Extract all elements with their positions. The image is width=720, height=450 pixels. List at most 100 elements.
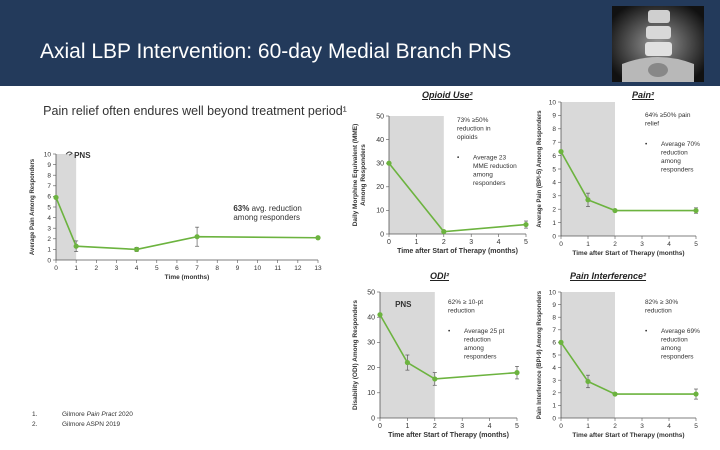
pns-lead-icon <box>65 151 73 156</box>
data-point <box>386 160 392 166</box>
y-axis-label: Average Pain Among Responders <box>30 158 36 255</box>
bullet-text: reduction <box>464 337 491 344</box>
bullet-marker: • <box>645 328 648 335</box>
annotation-rest: avg. reduction <box>249 204 301 213</box>
data-point <box>73 243 79 249</box>
treatment-period-shade <box>56 154 77 260</box>
series-line <box>560 151 696 212</box>
annotation-text: 62% ≥ 10-pt <box>448 299 483 306</box>
y-tick-label: 8 <box>47 173 51 180</box>
y-tick-label: 5 <box>552 166 556 173</box>
bullet-text: Average 69% <box>661 328 700 335</box>
bullet-text: responders <box>473 180 506 187</box>
annotation-text: reduction <box>448 308 475 315</box>
x-tick-label: 1 <box>586 241 590 248</box>
pns-label: PNS <box>74 151 91 160</box>
y-tick-label: 40 <box>367 315 375 322</box>
x-tick-label: 2 <box>433 423 437 430</box>
x-tick-label: 0 <box>378 423 382 430</box>
treatment-period-shade <box>561 102 615 236</box>
references: 1. Gilmore Pain Pract 2020 2. Gilmore ASPN… <box>32 410 133 430</box>
interference-panel-title: Pain Interference² <box>570 271 647 281</box>
x-tick-label: 1 <box>414 239 418 246</box>
x-tick-label: 11 <box>274 265 281 272</box>
y-tick-label: 5 <box>552 352 556 359</box>
bullet-text: among <box>464 345 484 352</box>
x-tick-label: 12 <box>294 265 302 272</box>
annotation-percent: 63% <box>233 204 249 213</box>
y-tick-label: 20 <box>376 184 384 191</box>
x-tick-label: 4 <box>667 423 671 430</box>
y-tick-label: 6 <box>47 194 51 201</box>
x-tick-label: 5 <box>694 241 698 248</box>
y-tick-label: 5 <box>47 204 51 211</box>
bullet-text: responders <box>464 354 497 361</box>
x-tick-label: 1 <box>74 265 78 272</box>
odi-chart: 0 10 20 30 40 50 0 1 2 3 4 5 Time after Start of The… <box>352 289 520 439</box>
x-tick-label: 2 <box>94 265 98 272</box>
bullet-text: Average 70% <box>661 141 700 148</box>
data-point <box>558 339 564 345</box>
y-tick-label: 3 <box>552 193 556 200</box>
y-tick-label: 1 <box>552 220 556 227</box>
x-tick-label: 3 <box>115 265 119 272</box>
x-axis-label: Time (months) <box>165 274 210 281</box>
y-tick-label: 10 <box>549 100 557 106</box>
x-tick-label: 4 <box>667 241 671 248</box>
bullet-marker: • <box>457 155 460 162</box>
y-axis-label: Daily Morphine Equivalent (MME) <box>352 124 359 227</box>
x-tick-label: 6 <box>175 265 179 272</box>
data-point <box>585 197 591 203</box>
x-tick-label: 2 <box>613 241 617 248</box>
reference-item: 2. Gilmore ASPN 2019 <box>32 421 121 428</box>
x-tick-label: 0 <box>559 423 563 430</box>
x-tick-label: 3 <box>469 239 473 246</box>
y-tick-label: 2 <box>47 236 51 243</box>
bullet-text: reduction <box>661 150 688 157</box>
x-tick-label: 9 <box>236 265 240 272</box>
lumbar-spine-xray-image <box>612 6 704 82</box>
annotation-text: reduction <box>645 308 672 315</box>
y-tick-label: 2 <box>552 390 556 397</box>
data-point <box>194 234 200 240</box>
y-tick-label: 6 <box>552 153 556 160</box>
x-tick-label: 3 <box>640 423 644 430</box>
slide-subtitle: Pain relief often endures well beyond tr… <box>43 104 347 118</box>
y-tick-label: 40 <box>376 137 384 144</box>
annotation-text: 64% ≥50% pain <box>645 112 691 119</box>
opioid-use-chart: 0 10 20 30 40 50 0 1 2 3 4 5 Time after Start of The… <box>352 113 529 255</box>
annotation-text: 63% avg. reduction <box>233 204 302 213</box>
x-tick-label: 3 <box>640 241 644 248</box>
bullet-text: among <box>661 345 681 352</box>
data-point <box>53 194 59 201</box>
data-point <box>134 246 140 252</box>
bullet-text: responders <box>661 354 694 361</box>
data-point <box>441 229 447 235</box>
y-axis-label: Disability (ODI) Among Responders <box>352 300 359 410</box>
y-tick-label: 7 <box>552 327 556 334</box>
data-point <box>612 391 618 397</box>
y-tick-label: 7 <box>552 140 556 147</box>
y-axis-label: Among Responders <box>360 144 367 206</box>
data-point <box>404 359 410 366</box>
data-point <box>585 378 591 385</box>
y-tick-label: 0 <box>371 415 375 422</box>
y-tick-label: 1 <box>552 403 556 410</box>
slide-title: Axial LBP Intervention: 60-day Medial Br… <box>40 40 512 63</box>
x-tick-label: 8 <box>215 265 219 272</box>
series-line <box>379 314 518 380</box>
data-point <box>693 207 699 214</box>
annotation-text: opioids <box>457 134 478 141</box>
data-point <box>432 376 438 382</box>
pain-bpi-chart: 0 1 2 3 4 5 6 7 8 9 10 0 1 2 3 4 5 Time after Start of Th… <box>537 100 700 257</box>
odi-panel-title: ODI² <box>430 271 449 281</box>
y-tick-label: 30 <box>376 161 384 168</box>
x-axis-label: Time after Start of Therapy (months) <box>572 432 684 439</box>
bullet-text: Average 23 <box>473 155 507 162</box>
y-tick-label: 0 <box>552 415 556 422</box>
y-axis-label: Pain Interference (BPI-9) Among Responde… <box>537 290 543 419</box>
x-tick-label: 0 <box>387 239 391 246</box>
y-tick-label: 9 <box>47 162 51 169</box>
x-tick-label: 3 <box>460 423 464 430</box>
